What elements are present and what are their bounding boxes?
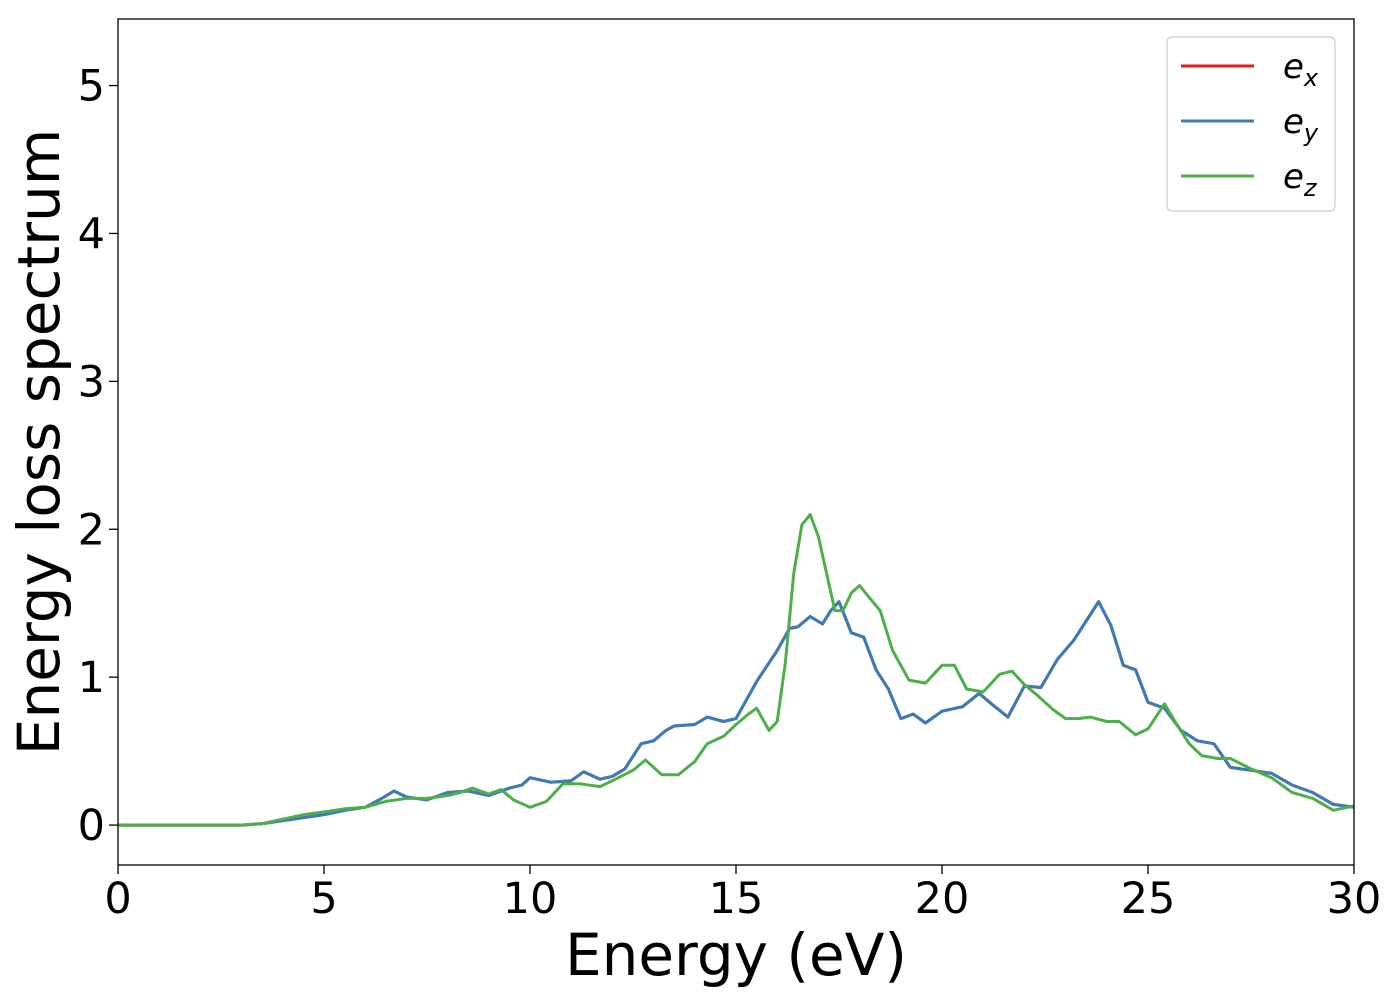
x-axis-label: Energy (eV) xyxy=(565,921,907,989)
legend-entry-y: ey xyxy=(1181,102,1319,147)
x-tick-label: 30 xyxy=(1327,874,1382,924)
y-tick-label: 1 xyxy=(78,653,105,703)
legend: ex ey ez xyxy=(1166,36,1336,212)
legend-label: ez xyxy=(1283,157,1318,202)
legend-label: ey xyxy=(1283,102,1319,147)
x-tick-label: 10 xyxy=(503,874,558,924)
legend-box xyxy=(1166,36,1336,212)
y-tick-label: 0 xyxy=(78,801,105,851)
y-tick-label: 2 xyxy=(78,505,105,555)
x-tick-label: 0 xyxy=(104,874,131,924)
series-line-z xyxy=(118,513,1354,827)
x-tick-label: 5 xyxy=(310,874,337,924)
x-tick-label: 25 xyxy=(1121,874,1176,924)
y-tick-label: 4 xyxy=(78,209,105,259)
legend-label: ex xyxy=(1283,47,1319,92)
series-layer xyxy=(118,513,1354,827)
y-axis-label: Energy loss spectrum xyxy=(5,129,73,755)
legend-entry-x: ex xyxy=(1181,47,1319,92)
y-tick-label: 5 xyxy=(78,62,105,112)
y-tick-label: 3 xyxy=(78,357,105,407)
legend-entry-z: ez xyxy=(1181,157,1318,202)
x-tick-label: 20 xyxy=(915,874,970,924)
ticks-layer: 0 5 10 15 20 25 30 0 1 2 3 4 5 xyxy=(78,62,1382,924)
x-tick-label: 15 xyxy=(709,874,764,924)
